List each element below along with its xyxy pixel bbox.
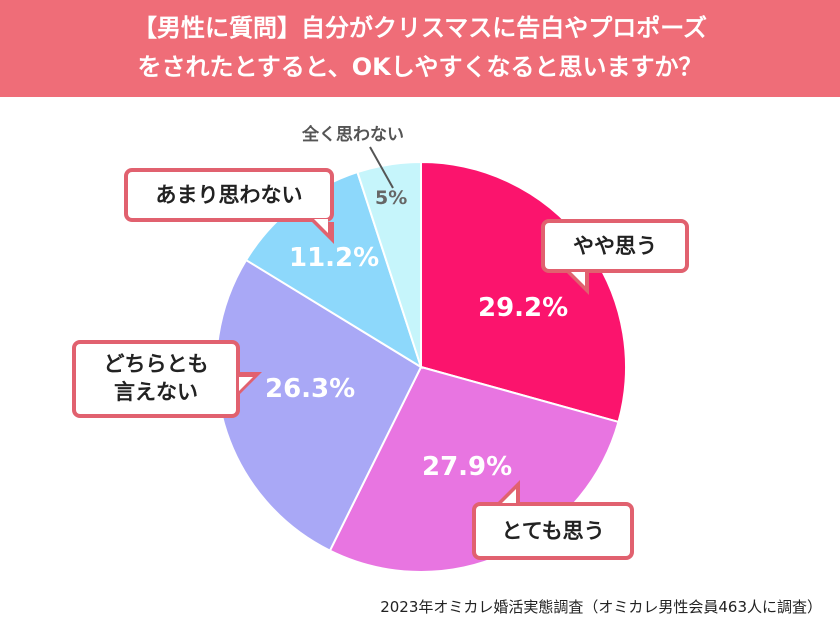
callout-dochira-line1: どちらとも bbox=[76, 350, 236, 378]
callout-yaya: やや思う bbox=[541, 219, 689, 273]
callout-dochira: どちらとも 言えない bbox=[72, 340, 240, 418]
callout-totemo-text: とても思う bbox=[501, 519, 604, 543]
callout-amari-text: あまり思わない bbox=[156, 183, 303, 207]
slice-label-mattaku: 5% bbox=[375, 187, 407, 209]
category-label-mattaku: 全く思わない bbox=[302, 120, 404, 145]
slice-label-yaya: 29.2% bbox=[478, 293, 568, 323]
callout-yaya-text: やや思う bbox=[573, 234, 657, 258]
callout-amari: あまり思わない bbox=[124, 168, 334, 222]
slice-label-amari: 11.2% bbox=[289, 243, 379, 273]
source-note: 2023年オミカレ婚活実態調査（オミカレ男性会員463人に調査） bbox=[380, 596, 822, 617]
callout-totemo: とても思う bbox=[472, 502, 634, 560]
callout-dochira-line2: 言えない bbox=[76, 378, 236, 406]
slice-label-totemo: 27.9% bbox=[422, 452, 512, 482]
slice-label-dochira: 26.3% bbox=[265, 374, 355, 404]
